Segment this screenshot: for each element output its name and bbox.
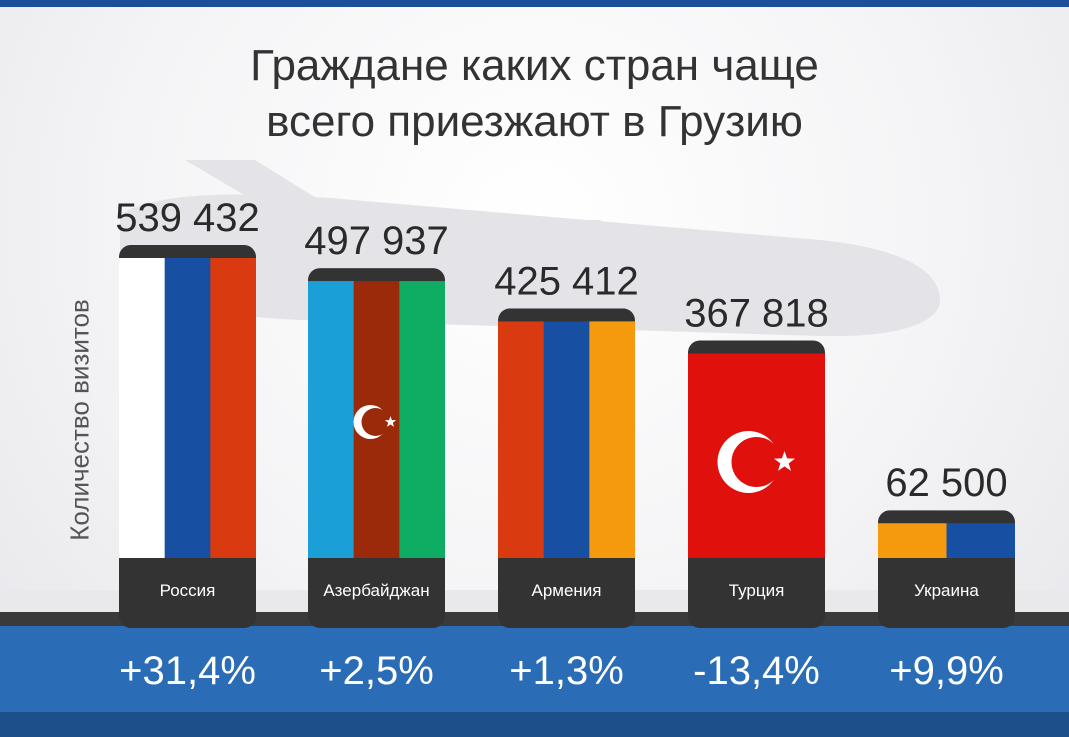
bar-fill-group <box>498 308 635 628</box>
value-label: 62 500 <box>885 461 1007 505</box>
change-label: +9,9% <box>889 649 1004 693</box>
chart-title-line-2: всего приезжают в Грузию <box>266 97 803 146</box>
category-label: Азербайджан <box>323 581 429 600</box>
bar-stripe <box>164 258 211 558</box>
bar-4: Турция 367 818 <box>684 291 829 628</box>
bar-cap <box>119 245 256 260</box>
bar-2: Азербайджан 497 937 <box>304 219 449 628</box>
bar-stripe <box>589 321 635 558</box>
category-tab <box>308 558 445 628</box>
value-label: 425 412 <box>494 259 639 303</box>
top-rule <box>0 0 1069 7</box>
bar-stripe <box>946 523 1015 558</box>
category-label: Украина <box>914 581 979 600</box>
change-label: -13,4% <box>693 649 820 693</box>
bar-cap <box>688 340 825 356</box>
category-tab <box>119 558 256 628</box>
change-label: +1,3% <box>509 649 624 693</box>
chart-title: Граждане каких стран чаще всего приезжаю… <box>0 38 1069 150</box>
value-label: 367 818 <box>684 291 829 335</box>
bar-stripe <box>308 281 355 558</box>
bar-stripe <box>210 258 256 558</box>
bar-stripe <box>498 321 545 558</box>
bar-cap <box>308 268 445 284</box>
bar-1: Россия 539 432 <box>115 196 260 628</box>
bar-stripe <box>399 281 445 558</box>
chart-title-line-1: Граждане каких стран чаще <box>250 41 819 90</box>
crescent-star-icon <box>353 405 397 439</box>
category-tab <box>878 558 1015 628</box>
bar-stripe <box>119 258 166 558</box>
category-tab <box>688 558 825 628</box>
bar-fill-group <box>119 245 256 628</box>
bar-fill-group <box>308 268 445 628</box>
bar-5: Украина 62 500 <box>878 461 1015 628</box>
category-tab <box>498 558 635 628</box>
crescent-star-icon <box>717 431 795 493</box>
change-label: +31,4% <box>119 649 256 693</box>
category-label: Россия <box>160 581 216 600</box>
change-label: +2,5% <box>319 649 434 693</box>
value-label: 497 937 <box>304 219 449 263</box>
bar-cap <box>878 510 1015 526</box>
category-label: Турция <box>729 581 785 600</box>
bar-stripe <box>543 321 590 558</box>
bar-cap <box>498 308 635 324</box>
category-label: Армения <box>531 581 601 600</box>
value-label: 539 432 <box>115 196 260 240</box>
bar-fill-group <box>878 510 1015 628</box>
change-band-bottom <box>0 712 1069 737</box>
bar-fill-group <box>688 340 825 628</box>
bar-3: Армения 425 412 <box>494 259 639 628</box>
bar-stripe <box>878 523 947 558</box>
